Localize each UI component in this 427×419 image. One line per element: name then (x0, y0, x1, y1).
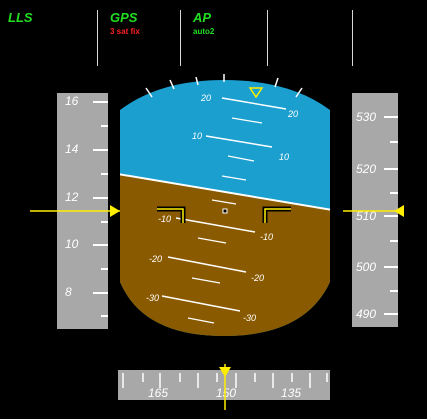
bank-tick (145, 87, 153, 98)
right-tape-label: 510 (356, 209, 377, 223)
pitch-line-minor (197, 237, 227, 244)
bank-tick (169, 79, 175, 90)
lls-label: LLS (8, 10, 33, 25)
pitch-label: 20 (287, 109, 298, 119)
tape-tick (384, 266, 398, 268)
heading-label: 150 (216, 386, 236, 400)
bank-tick (195, 76, 199, 86)
pitch-line (221, 97, 287, 110)
tape-tick (384, 313, 398, 315)
pitch-line-minor (227, 155, 255, 162)
pitch-line-minor (221, 175, 247, 181)
tape-tick (93, 244, 108, 246)
pitch-label: 10 (192, 131, 202, 141)
pitch-line-minor (187, 317, 215, 324)
heading-pointer (219, 367, 231, 377)
tape-tick (390, 192, 398, 194)
right-tape-label: 520 (356, 162, 377, 176)
pitch-line (167, 256, 247, 273)
ground (120, 171, 330, 336)
pitch-label: -10 (158, 214, 171, 224)
pitch-label: -30 (243, 313, 256, 323)
pitch-line-minor (191, 277, 221, 284)
bank-tick (295, 87, 303, 98)
tape-tick (384, 168, 398, 170)
heading-label: 165 (148, 386, 168, 400)
left-tape-label: 10 (65, 237, 79, 251)
pitch-label: -20 (149, 254, 162, 264)
ap-mode: auto2 (193, 27, 215, 36)
aircraft-wing-left (157, 208, 184, 223)
tape-tick (390, 290, 398, 292)
tape-tick (93, 149, 108, 151)
header-divider (97, 10, 98, 66)
right-tape: 530 520 510 500 490 (352, 93, 398, 327)
pitch-line (175, 217, 256, 233)
header-divider (267, 10, 268, 66)
left-tape-label: 16 (65, 94, 79, 108)
tape-tick (93, 101, 108, 103)
pitch-label: -10 (260, 232, 273, 242)
tape-tick (101, 173, 108, 175)
gps-status: 3 sat fix (110, 27, 140, 36)
tape-tick (101, 125, 108, 127)
pitch-line (205, 135, 273, 148)
left-tape-label: 14 (65, 142, 79, 156)
pitch-line-minor (231, 117, 263, 124)
horizon-line (120, 170, 330, 214)
tape-tick (384, 215, 398, 217)
pitch-label: 20 (200, 93, 211, 103)
tape-tick (101, 315, 108, 317)
attitude-ball: 20 20 10 10 -10 -10 -20 -20 -30 -30 (120, 80, 330, 336)
aircraft-center-dot (222, 208, 228, 214)
bank-tick (274, 77, 279, 88)
tape-tick (93, 197, 108, 199)
left-tape-marker (110, 205, 120, 217)
left-tape-label: 8 (65, 285, 72, 299)
right-tape-label: 500 (356, 260, 377, 274)
tape-tick (93, 292, 108, 294)
pitch-line (161, 295, 241, 312)
tape-tick (384, 116, 398, 118)
gps-label: GPS (110, 10, 138, 25)
tape-tick (101, 221, 108, 223)
bank-pointer (248, 87, 264, 99)
header-divider (352, 10, 353, 66)
header-divider (180, 10, 181, 66)
pitch-label: -20 (251, 273, 264, 283)
right-tape-marker (394, 205, 404, 217)
heading-label: 135 (281, 386, 301, 400)
tape-tick (390, 240, 398, 242)
right-tape-label: 530 (356, 110, 377, 124)
pitch-label: -30 (146, 293, 159, 303)
tape-tick (101, 268, 108, 270)
ap-label: AP (193, 10, 212, 25)
tape-tick (390, 141, 398, 143)
left-tape-label: 12 (65, 190, 79, 204)
aircraft-wing-right (264, 208, 291, 223)
right-tape-label: 490 (356, 307, 377, 321)
pitch-line-minor (211, 199, 237, 205)
pitch-label: 10 (279, 152, 289, 162)
